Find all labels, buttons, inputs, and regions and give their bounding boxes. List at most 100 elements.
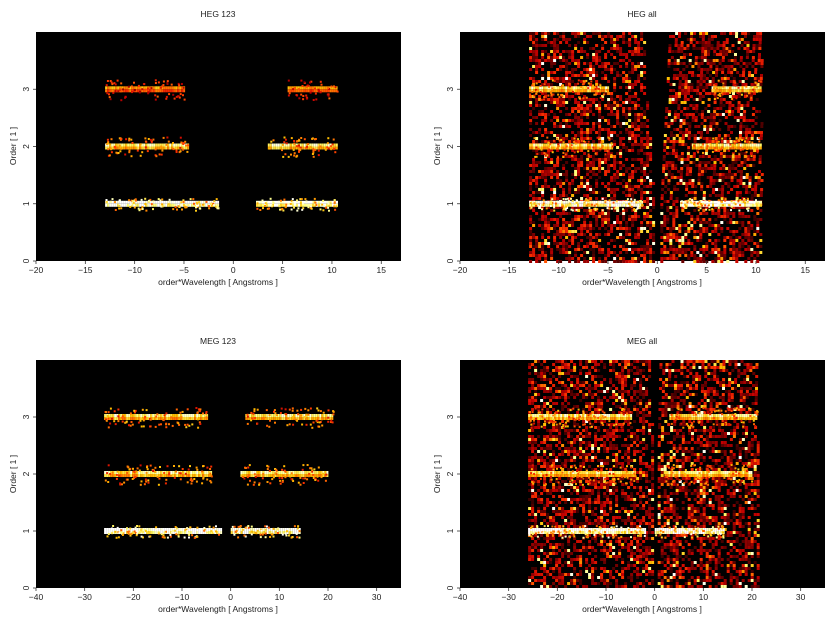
heatmap-pixel	[130, 199, 133, 202]
heatmap-pixel	[631, 248, 635, 251]
heatmap-pixel	[589, 248, 593, 251]
heatmap-pixel	[592, 59, 596, 62]
heatmap-pixel	[729, 143, 732, 146]
heatmap-pixel	[681, 86, 685, 89]
heatmap-pixel	[182, 201, 185, 203]
heatmap-pixel	[727, 182, 731, 185]
heatmap-pixel	[533, 89, 536, 93]
heatmap-pixel	[119, 150, 122, 153]
heatmap-pixel	[666, 218, 670, 221]
heatmap-pixel	[637, 227, 641, 230]
heatmap-pixel	[579, 200, 582, 204]
heatmap-pixel	[592, 146, 595, 149]
heatmap-pixel	[679, 176, 683, 179]
heatmap-pixel	[678, 254, 682, 257]
heatmap-pixel	[640, 170, 644, 173]
heatmap-pixel	[717, 248, 721, 251]
heatmap-pixel	[747, 233, 751, 236]
heatmap-pixel	[529, 56, 533, 59]
heatmap-pixel	[574, 140, 578, 143]
heatmap-pixel	[640, 131, 644, 134]
heatmap-pixel	[568, 212, 572, 215]
heatmap-pixel	[596, 208, 599, 211]
heatmap-pixel	[759, 239, 763, 242]
heatmap-pixel	[126, 528, 129, 531]
heatmap-pixel	[167, 200, 170, 204]
heatmap-pixel	[121, 200, 124, 204]
heatmap-pixel	[660, 227, 664, 230]
heatmap-pixel	[550, 227, 554, 230]
heatmap-pixel	[589, 110, 593, 113]
heatmap-pixel	[687, 199, 690, 202]
heatmap-pixel	[333, 89, 336, 93]
heatmap-pixel	[697, 56, 701, 59]
heatmap-pixel	[567, 199, 570, 202]
heatmap-pixel	[587, 140, 590, 143]
heatmap-pixel	[722, 82, 725, 85]
heatmap-pixel	[610, 207, 613, 210]
heatmap-pixel	[616, 95, 620, 98]
heatmap-pixel	[707, 155, 711, 158]
heatmap-pixel	[574, 98, 578, 101]
heatmap-pixel	[628, 248, 632, 251]
heatmap-pixel	[701, 101, 705, 104]
heatmap-pixel	[622, 248, 626, 251]
heatmap-pixel	[722, 50, 726, 53]
heatmap-pixel	[214, 528, 217, 531]
heatmap-pixel	[589, 161, 593, 164]
heatmap-pixel	[691, 143, 694, 147]
heatmap-pixel	[535, 65, 539, 68]
heatmap-pixel	[165, 97, 168, 100]
heatmap-pixel	[544, 254, 548, 257]
heatmap-pixel	[637, 203, 640, 207]
heatmap-pixel	[712, 62, 716, 65]
heatmap-pixel	[740, 93, 743, 96]
heatmap-pixel	[710, 203, 712, 207]
heatmap-pixel	[628, 83, 632, 86]
heatmap-pixel	[280, 208, 283, 211]
heatmap-pixel	[577, 200, 580, 204]
heatmap-pixel	[708, 83, 712, 86]
heatmap-pixel	[619, 74, 623, 77]
heatmap-pixel	[309, 86, 312, 90]
heatmap-pixel	[562, 50, 566, 53]
heatmap-pixel	[732, 77, 736, 80]
heatmap-pixel	[671, 161, 675, 164]
heatmap-pixel	[750, 194, 754, 197]
heatmap-pixel	[754, 188, 758, 191]
heatmap-pixel	[719, 107, 723, 110]
heatmap-pixel	[573, 137, 576, 140]
heatmap-pixel	[568, 257, 572, 260]
heatmap-pixel	[546, 154, 549, 157]
heatmap-pixel	[154, 531, 157, 534]
heatmap-pixel	[535, 191, 539, 194]
heatmap-pixel	[568, 197, 572, 200]
heatmap-pixel	[665, 107, 669, 110]
heatmap-pixel	[258, 203, 260, 207]
heatmap-pixel	[752, 200, 754, 204]
plot-background	[36, 32, 401, 261]
heatmap-pixel	[729, 221, 733, 224]
heatmap-pixel	[290, 200, 292, 204]
heatmap-pixel	[733, 68, 737, 71]
heatmap-pixel	[570, 208, 573, 211]
heatmap-pixel	[698, 203, 700, 207]
heatmap-pixel	[737, 140, 739, 142]
heatmap-pixel	[532, 35, 536, 38]
heatmap-pixel	[607, 200, 610, 204]
heatmap-pixel	[139, 90, 142, 93]
heatmap-pixel	[144, 528, 147, 531]
heatmap-pixel	[565, 50, 569, 53]
x-tick-label: 15	[801, 265, 811, 275]
heatmap-pixel	[301, 208, 304, 211]
heatmap-pixel	[631, 107, 635, 110]
heatmap-pixel	[613, 113, 617, 116]
heatmap-pixel	[616, 107, 620, 110]
heatmap-pixel	[270, 140, 273, 143]
heatmap-pixel	[562, 164, 566, 167]
heatmap-pixel	[182, 531, 185, 534]
heatmap-pixel	[531, 146, 534, 150]
heatmap-pixel	[742, 131, 745, 134]
heatmap-pixel	[111, 146, 114, 150]
heatmap-pixel	[541, 62, 545, 65]
